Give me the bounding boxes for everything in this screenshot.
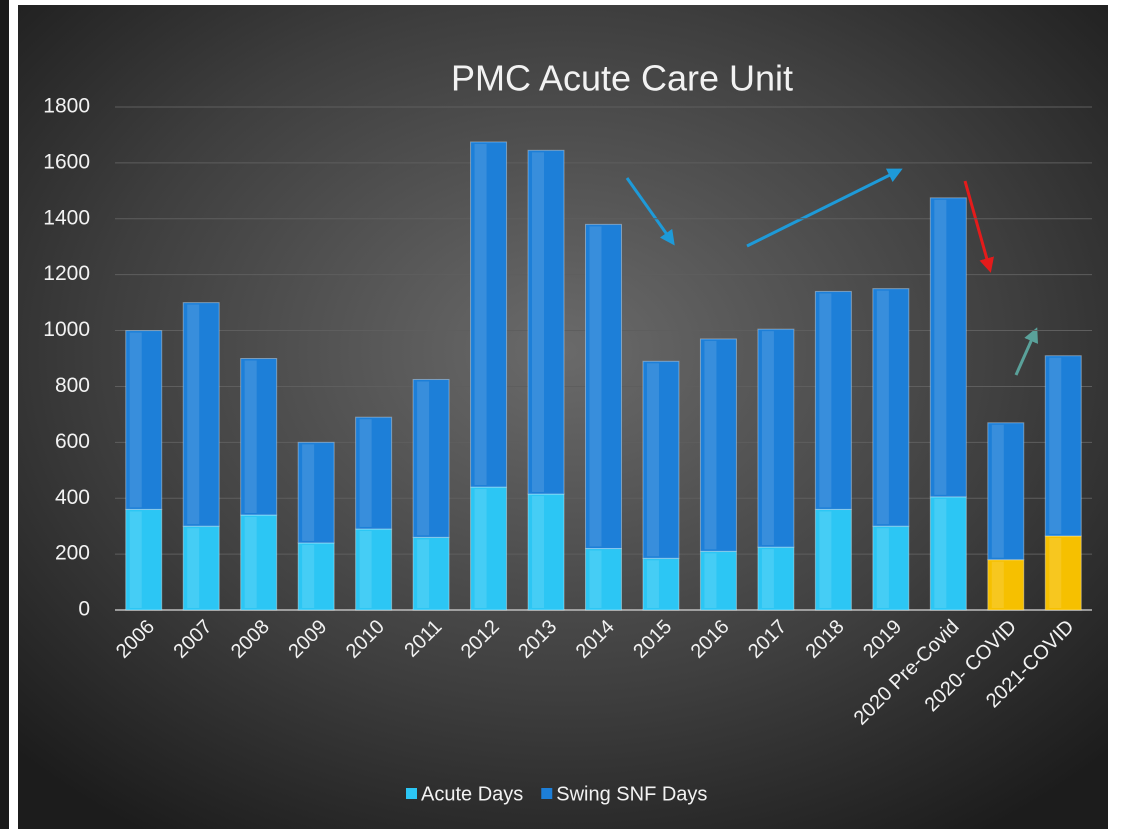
bar-segment [814, 508, 852, 611]
arrows [625, 168, 1038, 376]
bar-shine [704, 340, 717, 550]
bar-segment [297, 542, 335, 611]
bar-segment [527, 493, 565, 611]
bar-shine [819, 511, 832, 608]
bar-segment [182, 302, 220, 527]
bar-shine [244, 360, 257, 513]
bar-shine [761, 549, 774, 608]
bar-segment [814, 290, 852, 510]
bar-segment [872, 525, 910, 611]
bar-shine [474, 143, 487, 486]
bar-shine [589, 550, 602, 608]
y-tick-label: 400 [55, 486, 90, 509]
legend-label: Acute Days [421, 783, 523, 805]
bar-shine [359, 419, 372, 527]
bar-segment [872, 288, 910, 527]
bar-shine [876, 290, 889, 525]
bar-segment [642, 557, 680, 611]
bar-shine [704, 553, 717, 608]
bar-shine [302, 444, 315, 541]
bar-segment [355, 416, 393, 530]
bar-segment [987, 422, 1025, 561]
bar-segment [929, 496, 967, 611]
bar-segment [1044, 535, 1082, 611]
arrow [963, 180, 994, 273]
y-tick-label: 1800 [43, 95, 90, 118]
arrow [625, 177, 675, 246]
bar-shine [876, 528, 889, 608]
bar-shine [474, 489, 487, 608]
bar-shine [934, 199, 947, 495]
bar-shine [302, 544, 315, 608]
bar-shine [417, 381, 430, 536]
y-tick-label: 1200 [43, 262, 90, 285]
legend: Acute Days Swing SNF Days [406, 783, 707, 805]
bar-segment [699, 338, 737, 552]
bar-shine [646, 363, 659, 557]
left-edge [0, 0, 9, 829]
chart-title: PMC Acute Care Unit [451, 58, 793, 99]
bar-shine [819, 293, 832, 508]
bar-shine [589, 226, 602, 547]
bar-segment [585, 223, 622, 550]
bar-segment [527, 149, 565, 495]
bar-shine [187, 528, 200, 608]
bar-segment [585, 548, 622, 611]
bar-segment [757, 546, 795, 611]
bar-segment [297, 441, 335, 544]
bar-shine [244, 516, 257, 608]
y-tick-label: 0 [78, 598, 90, 621]
y-tick-label: 600 [55, 430, 90, 453]
bar-shine [761, 331, 774, 546]
y-tick-label: 800 [55, 374, 90, 397]
bar-segment [412, 536, 450, 611]
bar-shine [532, 496, 545, 608]
legend-label: Swing SNF Days [556, 783, 707, 805]
bar-shine [991, 561, 1004, 608]
bar-shine [991, 424, 1004, 558]
bar-shine [934, 498, 947, 608]
bar-shine [129, 511, 142, 608]
bar-shine [417, 539, 430, 608]
bar-shine [359, 530, 372, 608]
y-tick-label: 1400 [43, 206, 90, 229]
bar-segment [929, 197, 967, 498]
legend-swatch [406, 788, 417, 799]
bar-shine [1049, 357, 1062, 534]
bar-shine [646, 560, 659, 608]
bar-segment [470, 141, 508, 488]
y-tick-label: 200 [55, 542, 90, 565]
bar-shine [129, 332, 142, 508]
bar-segment [355, 528, 393, 611]
legend-swatch [541, 788, 553, 799]
bar-segment [412, 378, 450, 538]
bar-segment [1044, 355, 1082, 537]
arrow [1014, 327, 1038, 376]
bar-segment [642, 360, 680, 559]
arrow [746, 168, 903, 248]
bar-shine [532, 152, 545, 493]
bar-shine [187, 304, 200, 525]
bar-segment [125, 330, 163, 510]
y-tick-label: 1600 [43, 150, 90, 173]
bar-segment [240, 358, 278, 516]
y-tick-label: 1000 [43, 318, 90, 341]
bar-shine [1049, 537, 1062, 608]
bar-segment [757, 328, 795, 548]
